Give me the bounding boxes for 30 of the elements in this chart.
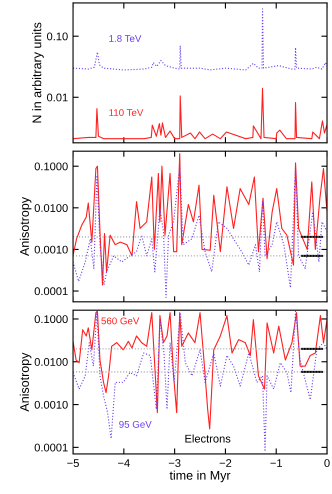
series-label: 95 GeV (119, 420, 152, 428)
series-label: 560 GeV (101, 317, 140, 324)
line-series (73, 166, 328, 298)
x-axis-title: time in Myr (170, 470, 230, 482)
x-tick-label: −2 (220, 459, 232, 467)
x-tick-label: −3 (168, 459, 180, 468)
y-axis-title: N in arbitrary units (32, 22, 44, 123)
y-tick-label: 0.1000 (34, 162, 68, 170)
line-series (73, 88, 328, 140)
series-label: 1.8 TeV (109, 35, 142, 42)
y-tick-label: 0.0001 (34, 287, 68, 296)
series-label: 110 TeV (109, 109, 144, 116)
line-series (73, 310, 328, 452)
y-tick-label: 0.0100 (34, 204, 68, 212)
y-axis-title: Anisotropy (20, 196, 32, 256)
y-axis-title: Anisotropy (20, 352, 32, 412)
x-tick-label: −4 (118, 459, 130, 467)
y-tick-label: 0.0010 (34, 400, 68, 409)
y-tick-label: 0.0100 (34, 358, 68, 366)
y-tick-label: 0.1000 (34, 315, 68, 324)
line-series (73, 153, 328, 286)
y-tick-label: 0.0010 (34, 246, 68, 254)
y-tick-label: 0.0001 (34, 444, 68, 452)
y-tick-label: 0.10 (46, 32, 68, 40)
y-tick-label: 0.01 (46, 94, 68, 102)
x-tick-label: −5 (67, 459, 79, 468)
x-tick-label: 0 (324, 459, 330, 468)
annotation: Electrons (185, 434, 230, 443)
line-series (73, 8, 328, 71)
x-tick-label: −1 (270, 459, 282, 467)
